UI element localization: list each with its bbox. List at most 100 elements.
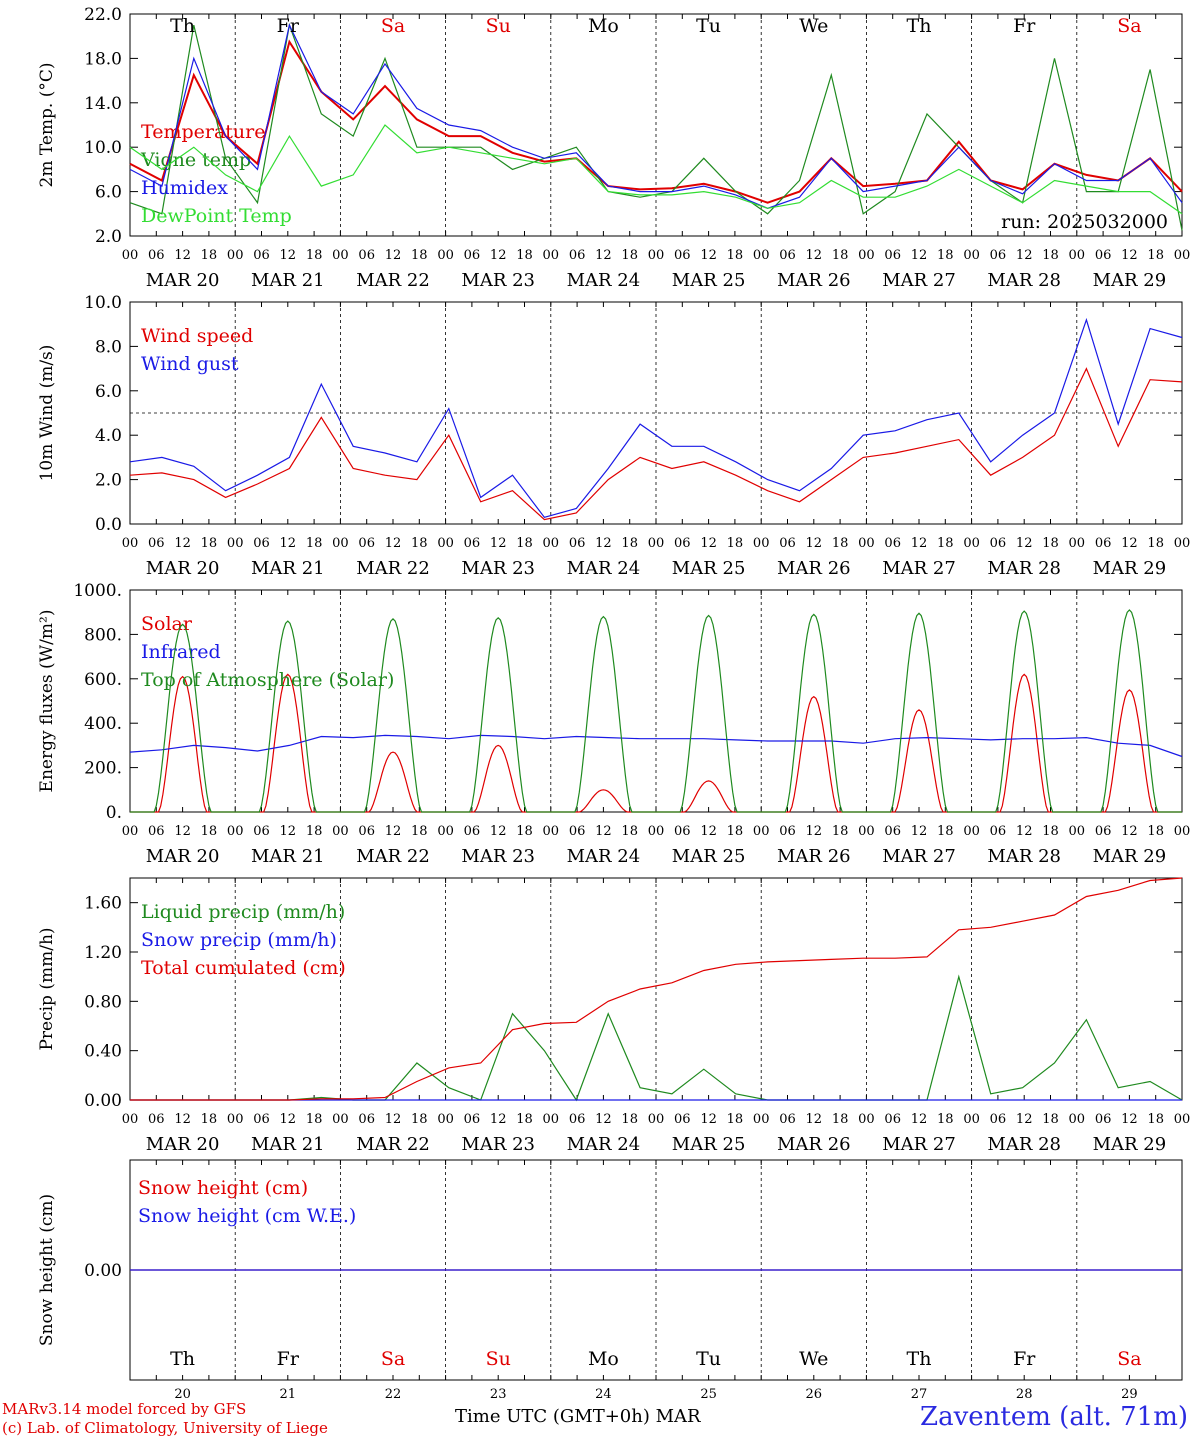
hour-tick-label: 00	[858, 536, 875, 551]
legend-entry: Total cumulated (cm)	[141, 957, 346, 979]
hour-tick-label: 00	[753, 536, 770, 551]
hour-tick-label: 06	[464, 248, 481, 263]
hour-tick-label: 00	[227, 824, 244, 839]
hour-tick-label: 00	[437, 1112, 454, 1127]
hour-tick-label: 18	[411, 536, 428, 551]
y-axis-label: 10m Wind (m/s)	[37, 345, 57, 482]
hour-tick-label: 00	[1069, 1112, 1086, 1127]
hour-tick-label: 00	[227, 248, 244, 263]
hour-tick-label: 00	[332, 1112, 349, 1127]
hour-tick-label: 12	[595, 248, 612, 263]
hour-tick-label: 18	[727, 1112, 744, 1127]
hour-tick-label: 06	[884, 536, 901, 551]
hour-tick-label: 12	[1016, 536, 1033, 551]
hour-tick-label: 06	[779, 1112, 796, 1127]
hour-tick-label: 12	[911, 824, 928, 839]
hour-tick-label: 06	[1095, 536, 1112, 551]
hour-tick-label: 18	[1147, 248, 1164, 263]
date-label: MAR 21	[251, 558, 325, 579]
weekday-label-top: Th	[170, 15, 195, 37]
hour-tick-label: 00	[543, 824, 560, 839]
hour-tick-label: 06	[253, 824, 270, 839]
hour-tick-label: 00	[1069, 248, 1086, 263]
hour-tick-label: 12	[700, 824, 717, 839]
hour-tick-label: 18	[727, 536, 744, 551]
date-label: MAR 25	[672, 1134, 746, 1155]
legend-entry: Snow height (cm W.E.)	[138, 1205, 356, 1227]
y-tick-label: 10.0	[84, 138, 122, 158]
y-tick-label: 200.	[84, 759, 122, 779]
day-number-label: 23	[490, 1387, 507, 1402]
hour-tick-label: 00	[332, 248, 349, 263]
hour-tick-label: 00	[543, 536, 560, 551]
weekday-label-bottom: Mo	[588, 1348, 619, 1370]
weekday-label-top: Fr	[277, 15, 300, 37]
date-label: MAR 20	[146, 846, 220, 867]
y-tick-label: 0.0	[95, 515, 122, 535]
day-number-label: 22	[385, 1387, 402, 1402]
hour-tick-label: 00	[963, 824, 980, 839]
y-axis-label: Precip (mm/h)	[37, 927, 57, 1050]
hour-tick-label: 12	[174, 536, 191, 551]
hour-tick-label: 00	[1174, 536, 1191, 551]
date-label: MAR 25	[672, 270, 746, 291]
date-label: MAR 28	[987, 558, 1061, 579]
hour-tick-label: 12	[806, 824, 823, 839]
hour-tick-label: 18	[832, 1112, 849, 1127]
hour-tick-label: 06	[569, 1112, 586, 1127]
series-line-2	[130, 609, 1182, 813]
hour-tick-label: 12	[806, 536, 823, 551]
x-axis-title: Time UTC (GMT+0h) MAR	[455, 1406, 701, 1427]
hour-tick-label: 18	[516, 1112, 533, 1127]
date-label: MAR 23	[461, 270, 535, 291]
hour-tick-label: 00	[227, 1112, 244, 1127]
legend-entry: Wind gust	[141, 353, 239, 375]
station-label: Zaventem (alt. 71m)	[920, 1402, 1188, 1432]
hour-tick-label: 18	[1042, 536, 1059, 551]
run-label: run: 2025032000	[1001, 211, 1168, 233]
hour-tick-label: 06	[779, 824, 796, 839]
series-line-3	[129, 124, 1183, 215]
hour-tick-label: 06	[148, 536, 165, 551]
hour-tick-label: 12	[490, 536, 507, 551]
date-label: MAR 26	[777, 270, 851, 291]
hour-tick-label: 00	[437, 536, 454, 551]
y-tick-label: 8.0	[95, 337, 122, 357]
y-tick-label: 600.	[84, 670, 122, 690]
panel-5: 0.00 Snow height (cm) Snow height (cm) Snow…	[37, 1159, 1183, 1381]
hour-tick-label: 06	[464, 1112, 481, 1127]
hour-tick-label: 00	[122, 248, 139, 263]
hour-tick-label: 12	[1121, 1112, 1138, 1127]
hour-tick-label: 00	[648, 536, 665, 551]
hour-tick-label: 00	[1174, 1112, 1191, 1127]
hour-tick-label: 18	[937, 824, 954, 839]
date-label: MAR 24	[567, 270, 641, 291]
date-label: MAR 24	[567, 558, 641, 579]
legend-entry: Liquid precip (mm/h)	[141, 901, 345, 923]
weekday-label-bottom: Sa	[381, 1348, 405, 1370]
series-line-1	[129, 22, 1183, 231]
hour-tick-label: 18	[1147, 536, 1164, 551]
hour-tick-label: 06	[569, 824, 586, 839]
hour-tick-label: 00	[122, 536, 139, 551]
y-tick-label: 0.80	[84, 992, 122, 1012]
date-label: MAR 25	[672, 558, 746, 579]
hour-tick-label: 12	[911, 248, 928, 263]
hour-tick-label: 06	[253, 1112, 270, 1127]
hour-tick-label: 12	[174, 824, 191, 839]
hour-tick-label: 00	[122, 824, 139, 839]
hour-tick-label: 18	[937, 248, 954, 263]
hour-tick-label: 00	[437, 824, 454, 839]
date-label: MAR 25	[672, 846, 746, 867]
series-line-0	[129, 39, 1183, 204]
hour-tick-label: 18	[1147, 824, 1164, 839]
hour-tick-label: 06	[464, 824, 481, 839]
model-credit: MARv3.14 model forced by GFS	[2, 1400, 247, 1418]
hour-tick-label: 00	[648, 824, 665, 839]
hour-tick-label: 12	[911, 536, 928, 551]
hour-tick-label: 06	[464, 536, 481, 551]
hour-tick-label: 12	[490, 248, 507, 263]
hour-tick-label: 00	[543, 1112, 560, 1127]
hour-tick-label: 06	[1095, 1112, 1112, 1127]
